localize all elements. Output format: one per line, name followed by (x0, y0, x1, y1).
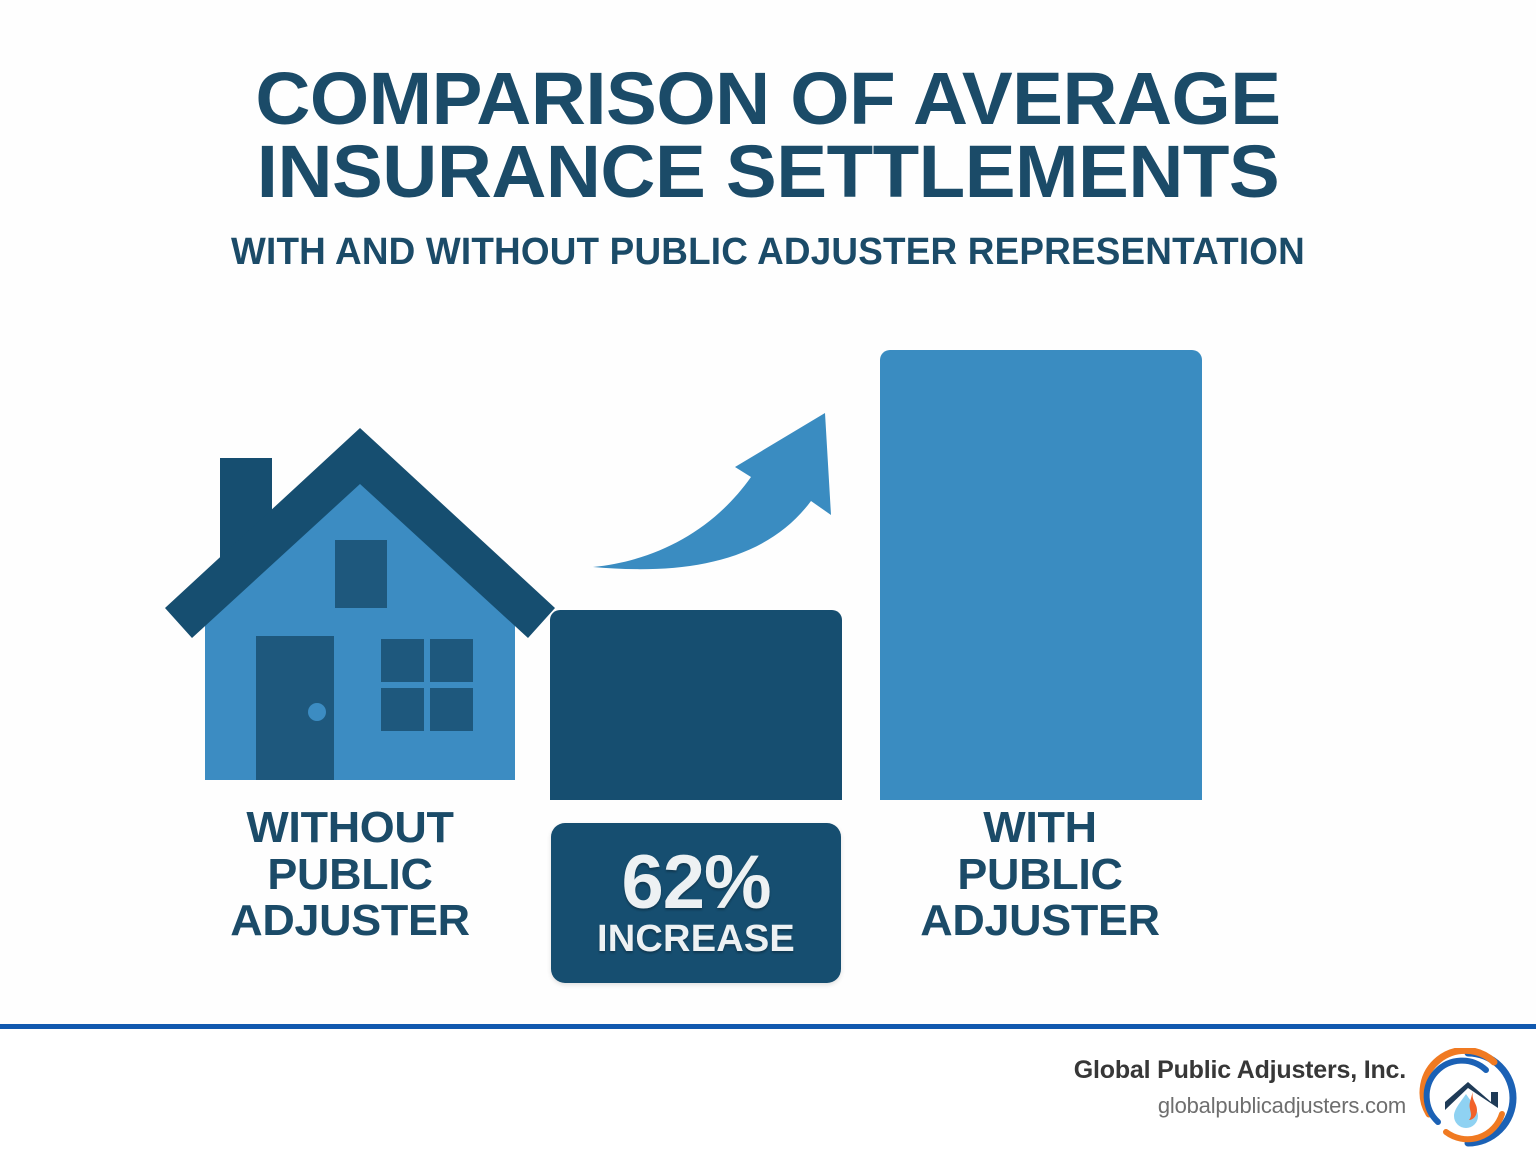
company-name: Global Public Adjusters, Inc. (1073, 1056, 1406, 1084)
increase-caption: INCREASE (597, 917, 795, 960)
bar-without-public-adjuster (550, 610, 842, 800)
increase-percent: 62% (621, 840, 771, 926)
house-illustration (160, 420, 560, 790)
growth-arrow (585, 355, 855, 575)
label-with-public-adjuster: WITH PUBLIC ADJUSTER (920, 803, 1160, 946)
page-title-line-2: INSURANCE SETTLEMENTS (256, 130, 1280, 214)
brand-text-block: Global Public Adjusters, Inc. globalpubl… (1074, 1056, 1406, 1119)
increase-badge: 62% INCREASE (551, 823, 841, 983)
global-public-adjusters-logo-icon (1419, 1046, 1517, 1147)
footer (0, 1029, 1536, 1154)
company-logo (1416, 1046, 1520, 1148)
company-website[interactable]: globalpublicadjusters.com (1157, 1093, 1406, 1118)
title-block: COMPARISON OF AVERAGE INSURANCE SETTLEME… (0, 57, 1536, 274)
house-icon (165, 428, 555, 780)
label-without-public-adjuster: WITHOUT PUBLIC ADJUSTER (230, 803, 470, 946)
page-title-line-1: COMPARISON OF AVERAGE (255, 57, 1281, 140)
labels-row: WITHOUT PUBLIC ADJUSTER 62% INCREASE WIT… (0, 803, 1536, 1005)
chart-area (0, 300, 1536, 800)
footer-divider (0, 1024, 1536, 1029)
page-subtitle: WITH AND WITHOUT PUBLIC ADJUSTER REPRESE… (231, 230, 1305, 273)
bar-with-public-adjuster (880, 350, 1202, 800)
trending-up-arrow-icon (593, 413, 831, 570)
